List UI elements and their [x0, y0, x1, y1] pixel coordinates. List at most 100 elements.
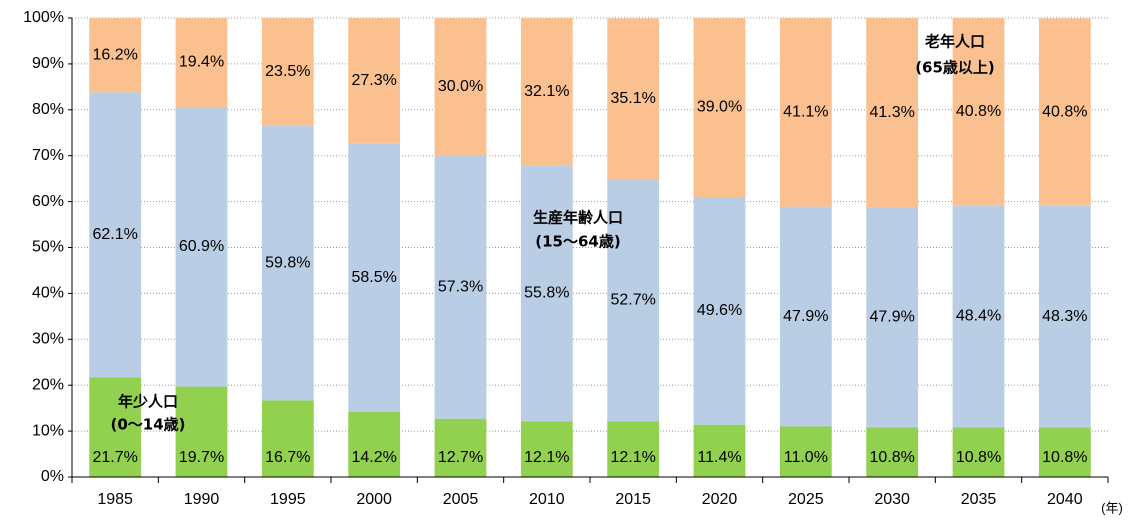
data-label: 58.5% [351, 269, 396, 286]
y-tick-label: 50% [32, 239, 64, 256]
data-label: 27.3% [351, 72, 396, 89]
bar-segment [434, 418, 487, 477]
bar-segment [779, 18, 832, 207]
x-tick-label: 2030 [874, 491, 910, 508]
data-label: 48.4% [956, 308, 1001, 325]
x-tick-label: 2040 [1047, 491, 1083, 508]
series-label: 年少人口 [118, 393, 178, 411]
x-tick-label: 1985 [97, 491, 133, 508]
data-label: 41.3% [869, 104, 914, 121]
data-label: 10.8% [956, 449, 1001, 466]
data-label: 19.4% [179, 54, 224, 71]
bar-segment [89, 92, 142, 378]
data-label: 59.8% [265, 254, 310, 271]
data-label: 49.6% [697, 302, 742, 319]
data-label: 48.3% [1042, 308, 1087, 325]
y-tick-label: 60% [32, 193, 64, 210]
bar-segment [693, 424, 746, 477]
bar-segment [607, 421, 660, 477]
data-label: 60.9% [179, 238, 224, 255]
bar-segment [693, 197, 746, 425]
data-label: 52.7% [610, 292, 655, 309]
bar-segment [520, 165, 573, 422]
bar-segment [952, 18, 1005, 206]
data-label: 47.9% [869, 309, 914, 326]
data-label: 11.0% [784, 449, 828, 466]
data-label: 10.8% [1042, 449, 1087, 466]
data-label: 12.1% [524, 449, 569, 466]
x-tick-label: 2015 [615, 491, 651, 508]
data-label: 55.8% [524, 285, 569, 302]
bar-segment [89, 377, 142, 477]
y-tick-label: 40% [32, 285, 64, 302]
data-label: 47.9% [783, 308, 828, 325]
data-label: 35.1% [610, 90, 655, 107]
y-tick-label: 100% [23, 9, 64, 26]
x-tick-label: 2005 [443, 491, 479, 508]
y-tick-label: 30% [32, 331, 64, 348]
data-label: 12.7% [438, 449, 483, 466]
bar-segment [261, 400, 314, 477]
x-tick-label: 2000 [356, 491, 392, 508]
series-age-range: (65歳以上) [915, 59, 995, 77]
data-label: 11.4% [697, 449, 741, 466]
data-label: 16.7% [265, 449, 310, 466]
x-tick-label: 1995 [270, 491, 306, 508]
data-label: 39.0% [697, 99, 742, 116]
bar-segment [1038, 427, 1091, 477]
data-label: 30.0% [438, 78, 483, 95]
bar-segment [89, 18, 142, 93]
data-label: 23.5% [265, 63, 310, 80]
data-label: 19.7% [179, 449, 224, 466]
bar-segment [952, 427, 1005, 477]
bar-segment [866, 207, 919, 428]
data-label: 41.1% [783, 104, 828, 121]
data-label: 10.8% [869, 449, 914, 466]
y-tick-label: 80% [32, 101, 64, 118]
data-label: 57.3% [438, 278, 483, 295]
bar-segment [520, 18, 573, 166]
data-label: 40.8% [956, 103, 1001, 120]
bar-segment [520, 421, 573, 477]
y-tick-label: 90% [32, 55, 64, 72]
bar-segment [779, 426, 832, 477]
x-tick-label: 2010 [529, 491, 565, 508]
data-label: 32.1% [524, 83, 569, 100]
x-tick-label: 2020 [702, 491, 738, 508]
data-label: 16.2% [92, 46, 137, 63]
bar-segment [348, 411, 401, 477]
x-tick-label: 2025 [788, 491, 824, 508]
data-label: 40.8% [1042, 103, 1087, 120]
bar-segment [866, 427, 919, 477]
bar-segment [866, 18, 919, 208]
bar-segment [261, 18, 314, 126]
bar-segment [434, 18, 487, 156]
bar-segment [175, 18, 228, 108]
data-label: 62.1% [92, 226, 137, 243]
y-tick-label: 0% [41, 468, 64, 485]
x-tick-label: 2035 [961, 491, 997, 508]
series-age-range: (15～64歳) [535, 233, 620, 251]
bar-segment [693, 18, 746, 198]
bar-segment [1038, 205, 1091, 428]
bar-segment [261, 125, 314, 401]
data-label: 12.1% [610, 449, 655, 466]
bar-segment [175, 107, 228, 387]
data-label: 21.7% [92, 449, 137, 466]
bar-segment [607, 179, 660, 422]
bar-segment [348, 18, 401, 144]
bar-segment [607, 18, 660, 180]
y-tick-label: 70% [32, 147, 64, 164]
series-age-range: (0～14歳) [110, 416, 185, 434]
x-tick-label: 1990 [184, 491, 220, 508]
bar-segment [175, 386, 228, 477]
series-label: 生産年齢人口 [533, 209, 623, 227]
series-label: 老年人口 [924, 33, 985, 51]
bar-segment [952, 205, 1005, 428]
data-label: 14.2% [351, 449, 396, 466]
bar-segment [1038, 18, 1091, 206]
x-axis-label: (年) [1101, 500, 1123, 515]
y-tick-label: 20% [32, 376, 64, 393]
y-tick-label: 10% [32, 422, 64, 439]
